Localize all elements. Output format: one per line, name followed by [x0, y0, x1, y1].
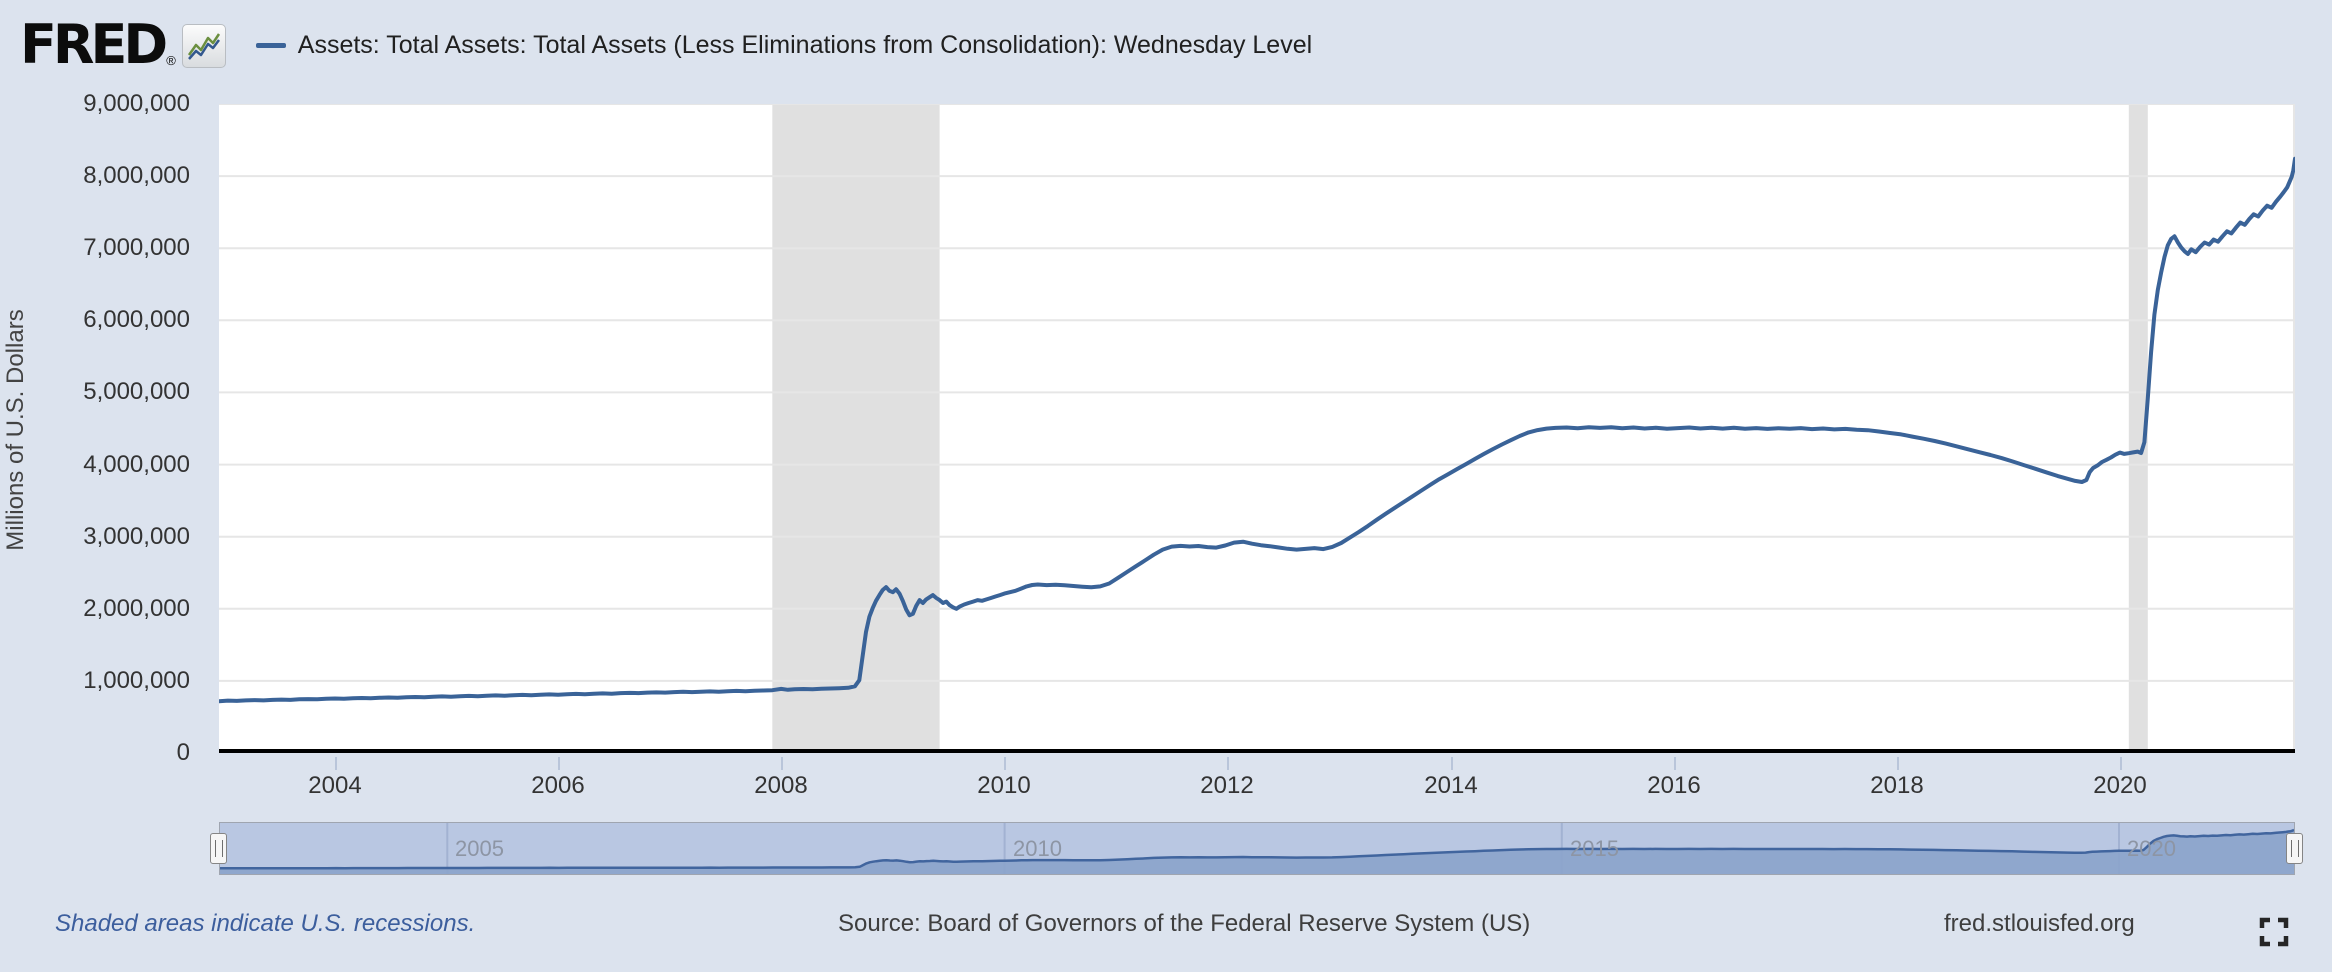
- x-tick-mark: [1451, 757, 1453, 770]
- x-tick-label: 2014: [1424, 772, 1478, 799]
- y-tick-label: 9,000,000: [83, 90, 190, 117]
- handle-grip-icon: [2290, 840, 2299, 857]
- x-axis-line: [219, 749, 2295, 753]
- series-legend-label: Assets: Total Assets: Total Assets (Less…: [297, 30, 1313, 59]
- x-tick-mark: [781, 757, 783, 770]
- x-tick-label: 2006: [531, 772, 585, 799]
- fullscreen-icon[interactable]: [2259, 917, 2289, 947]
- x-tick-mark: [1227, 757, 1229, 770]
- selector-year-label: 2005: [455, 836, 504, 861]
- y-tick-label: 8,000,000: [83, 162, 190, 189]
- registered-trademark: ®: [166, 53, 176, 68]
- x-tick-mark: [1897, 757, 1899, 770]
- recession-note: Shaded areas indicate U.S. recessions.: [55, 910, 476, 937]
- y-tick-label: 2,000,000: [83, 595, 190, 622]
- y-tick-label: 3,000,000: [83, 523, 190, 550]
- selector-year-label: 2010: [1013, 836, 1062, 861]
- x-tick-label: 2016: [1647, 772, 1701, 799]
- x-tick-label: 2004: [308, 772, 362, 799]
- x-tick-mark: [2120, 757, 2122, 770]
- x-tick-label: 2010: [977, 772, 1031, 799]
- selector-area: [220, 829, 2294, 874]
- y-tick-label: 4,000,000: [83, 451, 190, 478]
- range-selector-right-handle[interactable]: [2286, 833, 2303, 864]
- y-axis-title: Millions of U.S. Dollars: [2, 309, 29, 551]
- fred-site-link[interactable]: fred.stlouisfed.org: [1944, 910, 2135, 937]
- selector-year-label: 2015: [1570, 836, 1619, 861]
- fred-logo[interactable]: FRED ®: [20, 16, 226, 74]
- recession-band: [2128, 104, 2148, 753]
- y-tick-label: 0: [176, 739, 190, 766]
- series-legend-swatch: [255, 42, 286, 48]
- recession-band: [772, 104, 940, 753]
- y-tick-label: 1,000,000: [83, 667, 190, 694]
- handle-grip-icon: [214, 840, 223, 857]
- selector-line: [220, 828, 2295, 870]
- y-tick-label: 6,000,000: [83, 306, 190, 333]
- x-tick-mark: [1674, 757, 1676, 770]
- fred-logo-text: FRED: [20, 13, 168, 76]
- source-text: Source: Board of Governors of the Federa…: [838, 910, 1531, 937]
- x-tick-mark: [1004, 757, 1006, 770]
- x-tick-mark: [558, 757, 560, 770]
- main-chart-plot-area[interactable]: [219, 104, 2295, 753]
- x-tick-label: 2020: [2093, 772, 2147, 799]
- fred-logo-chart-icon: [181, 24, 226, 68]
- header: FRED ® Assets: Total Assets: Total Asset…: [20, 10, 1312, 80]
- x-tick-label: 2012: [1200, 772, 1254, 799]
- y-tick-label: 5,000,000: [83, 378, 190, 405]
- data-series-line: [219, 156, 2295, 704]
- range-selector-left-handle[interactable]: [210, 833, 227, 864]
- x-tick-label: 2008: [754, 772, 808, 799]
- y-tick-label: 7,000,000: [83, 234, 190, 261]
- range-selector-track[interactable]: 2005 2010 2015 2020: [219, 822, 2295, 875]
- selector-year-label: 2020: [2127, 836, 2176, 861]
- series-legend: Assets: Total Assets: Total Assets (Less…: [255, 30, 1313, 60]
- x-tick-label: 2018: [1870, 772, 1924, 799]
- x-tick-mark: [335, 757, 337, 770]
